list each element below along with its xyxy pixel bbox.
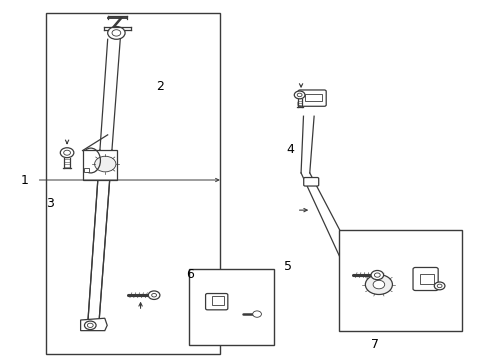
Bar xyxy=(305,94,321,101)
Bar xyxy=(84,168,89,172)
Circle shape xyxy=(87,323,93,328)
Circle shape xyxy=(60,148,74,158)
Circle shape xyxy=(63,150,70,155)
FancyBboxPatch shape xyxy=(298,90,325,106)
Text: 5: 5 xyxy=(284,260,291,273)
Circle shape xyxy=(252,311,261,317)
Circle shape xyxy=(112,30,121,36)
FancyBboxPatch shape xyxy=(412,267,437,291)
Bar xyxy=(419,274,433,284)
Bar xyxy=(338,230,461,330)
Circle shape xyxy=(84,321,96,329)
Circle shape xyxy=(370,270,383,280)
Circle shape xyxy=(151,293,156,297)
Circle shape xyxy=(107,27,125,39)
Text: 4: 4 xyxy=(286,143,294,156)
Circle shape xyxy=(294,91,305,99)
FancyBboxPatch shape xyxy=(205,293,227,310)
Circle shape xyxy=(436,284,441,288)
Text: 3: 3 xyxy=(46,197,54,210)
Text: 6: 6 xyxy=(186,269,194,282)
Circle shape xyxy=(372,280,384,289)
Circle shape xyxy=(297,93,302,97)
Bar xyxy=(212,296,224,305)
Circle shape xyxy=(365,275,392,294)
Text: 2: 2 xyxy=(156,80,163,93)
Circle shape xyxy=(148,291,160,300)
FancyBboxPatch shape xyxy=(303,177,318,186)
Bar xyxy=(188,269,273,345)
Text: 7: 7 xyxy=(370,338,378,351)
Circle shape xyxy=(95,156,116,172)
Text: 1: 1 xyxy=(20,174,28,186)
Bar xyxy=(357,270,389,297)
Bar xyxy=(46,13,220,354)
Bar xyxy=(82,150,117,180)
Polygon shape xyxy=(81,318,107,330)
Circle shape xyxy=(374,273,380,277)
Circle shape xyxy=(433,282,444,290)
